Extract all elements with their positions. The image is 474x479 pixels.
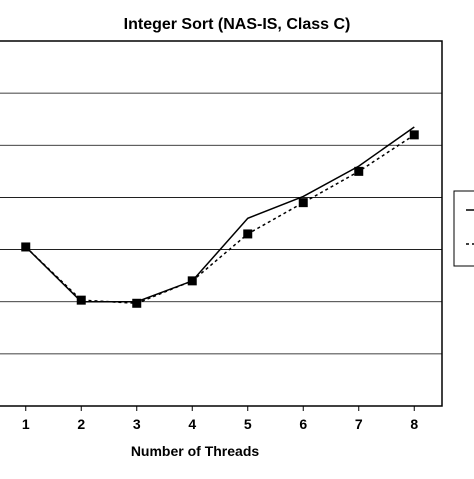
series-2-marker bbox=[354, 166, 364, 176]
x-tick-label: 6 bbox=[299, 416, 307, 432]
x-axis-label: Number of Threads bbox=[131, 443, 260, 459]
x-tick-label: 4 bbox=[188, 416, 196, 432]
chart-title: Integer Sort (NAS-IS, Class C) bbox=[124, 16, 351, 33]
legend bbox=[453, 190, 474, 267]
series-2-marker bbox=[243, 229, 253, 239]
plot-area bbox=[0, 40, 443, 407]
x-tick-label: 2 bbox=[77, 416, 85, 432]
series-2-marker bbox=[409, 130, 419, 140]
series-2-marker bbox=[132, 298, 142, 308]
series-layer bbox=[21, 126, 419, 308]
x-tick-label: 7 bbox=[355, 416, 363, 432]
series-2-marker bbox=[76, 295, 86, 305]
x-tick-label: 5 bbox=[244, 416, 252, 432]
legend-box bbox=[453, 190, 474, 267]
series-2-marker bbox=[298, 198, 308, 208]
series-line-2 bbox=[25, 134, 415, 305]
series-line-1 bbox=[25, 126, 415, 303]
x-tick-label: 1 bbox=[22, 416, 30, 432]
series-2-marker bbox=[21, 242, 31, 252]
tick-layer: 1 2 3 4 5 6 7 8 bbox=[22, 406, 418, 432]
series-2-marker bbox=[187, 276, 197, 286]
x-tick-label: 3 bbox=[133, 416, 141, 432]
x-tick-label: 8 bbox=[410, 416, 418, 432]
